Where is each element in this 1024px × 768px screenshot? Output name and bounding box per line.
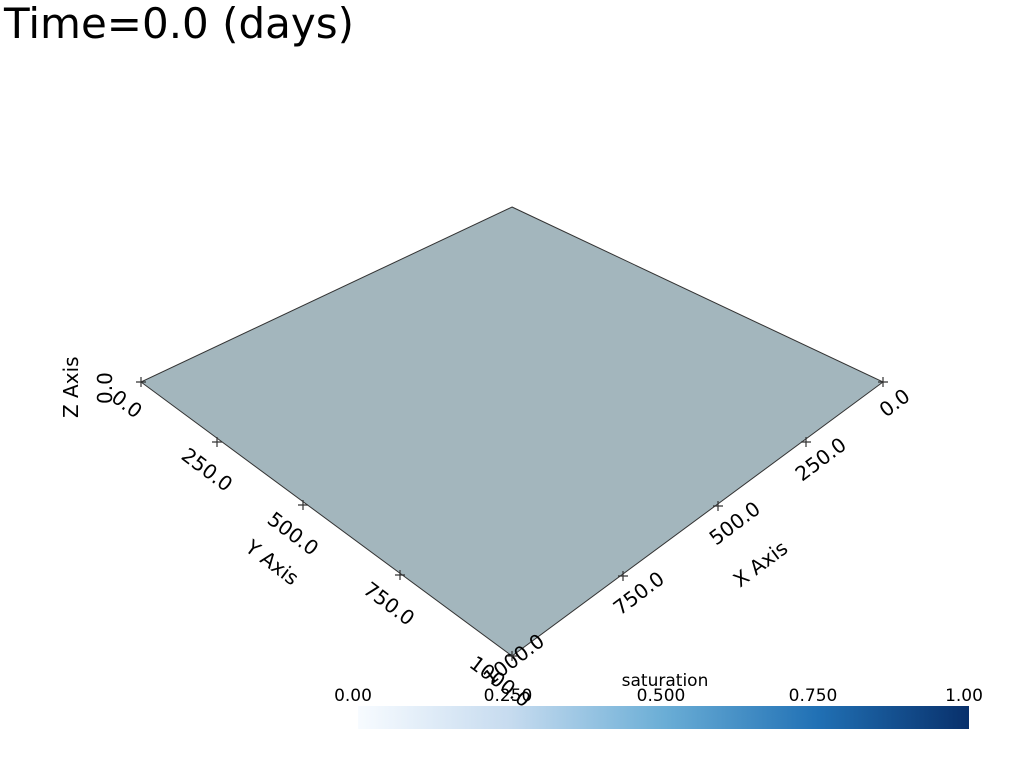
z-axis: Z Axis 0.0	[59, 356, 117, 418]
y-tick-mark	[212, 437, 222, 447]
y-tick-mark	[507, 651, 517, 661]
y-tick-label: 750.0	[359, 577, 419, 631]
colorbar-tick-label: 0.250	[484, 686, 533, 706]
x-axis-label: X Axis	[729, 536, 793, 592]
colorbar-title: saturation	[622, 671, 709, 691]
domain-plane[interactable]	[140, 206, 884, 657]
time-title: Time=0.0 (days)	[3, 0, 354, 48]
y-axis-tick-marks	[136, 377, 517, 661]
colorbar: saturation 0.00 0.250 0.500 0.750 1.00	[334, 671, 983, 729]
y-tick-mark	[395, 570, 405, 580]
x-tick-mark	[878, 377, 888, 387]
colorbar-tick-label: 0.500	[637, 686, 686, 706]
y-tick-mark	[298, 500, 308, 510]
x-tick-mark	[801, 437, 811, 447]
y-tick-mark	[136, 377, 146, 387]
x-tick-mark	[618, 571, 628, 581]
x-tick-mark	[713, 501, 723, 511]
y-tick-label: 250.0	[177, 443, 237, 497]
z-tick-label: 0.0	[93, 372, 117, 404]
colorbar-tick-label: 0.00	[334, 686, 372, 706]
colorbar-bar	[358, 706, 969, 729]
x-axis-tick-marks	[618, 377, 888, 581]
colorbar-tick-label: 0.750	[789, 686, 838, 706]
colorbar-tick-label: 1.00	[945, 686, 983, 706]
x-tick-label: 0.0	[875, 384, 915, 422]
z-axis-label: Z Axis	[59, 356, 83, 418]
